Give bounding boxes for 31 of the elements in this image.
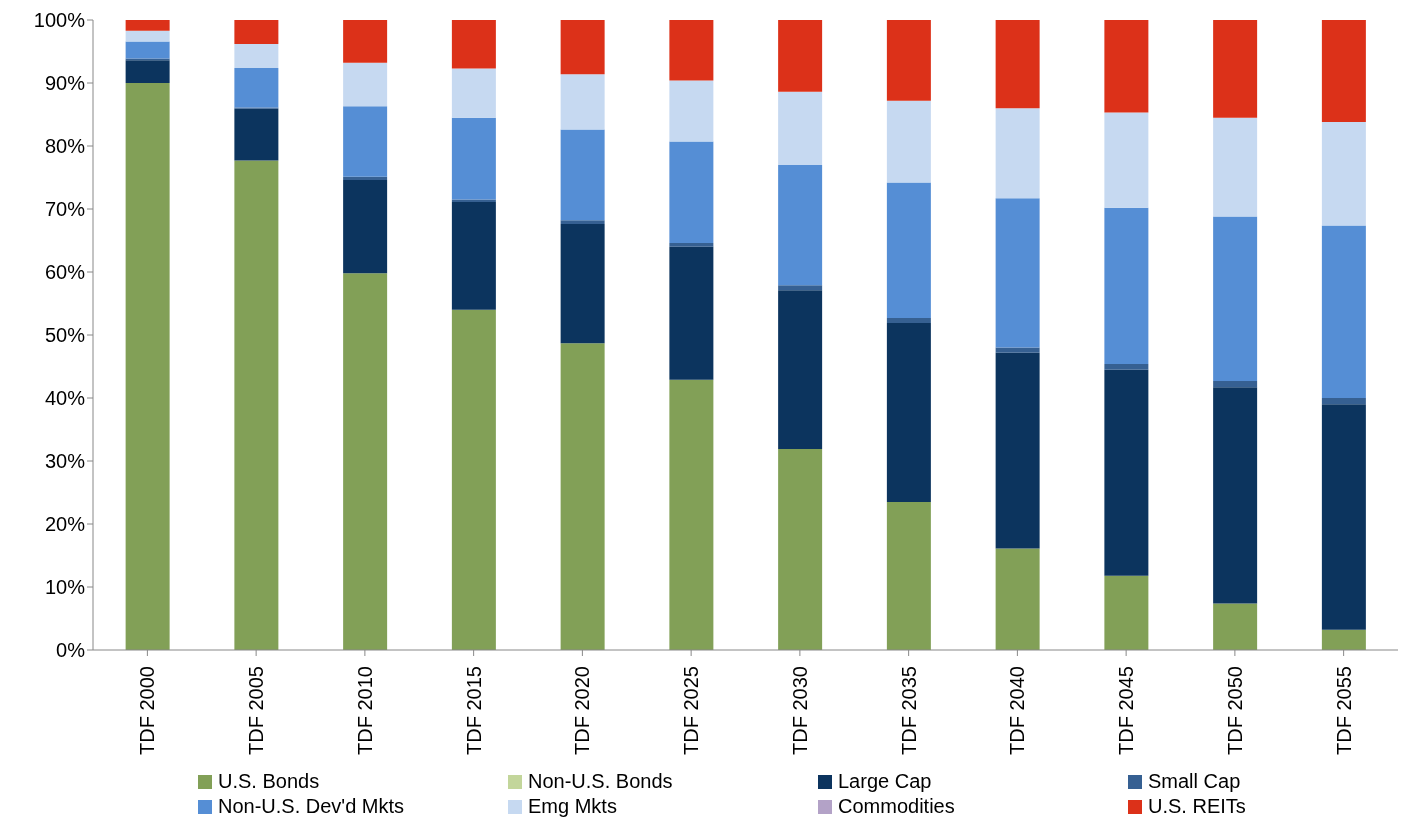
- legend-label: Small Cap: [1148, 770, 1241, 793]
- legend-label: Commodities: [838, 795, 955, 818]
- y-tick-label: 60%: [44, 261, 86, 284]
- x-tick-label: TDF 2030: [788, 666, 811, 755]
- x-tick-label: TDF 2040: [1006, 666, 1029, 755]
- x-tick-label: TDF 2025: [680, 666, 703, 755]
- x-tick-label: TDF 2035: [897, 666, 920, 755]
- y-tick-label: 50%: [44, 324, 86, 347]
- x-tick-label: TDF 2050: [1223, 666, 1246, 755]
- x-tick-label: TDF 2000: [136, 666, 159, 755]
- legend-label: Large Cap: [838, 770, 932, 793]
- legend-label: Emg Mkts: [528, 795, 617, 818]
- y-tick-label: 70%: [44, 198, 86, 221]
- y-tick-label: 0%: [56, 639, 86, 662]
- legend-label: U.S. REITs: [1148, 795, 1246, 818]
- x-tick-label: TDF 2020: [571, 666, 594, 755]
- x-tick-label: TDF 2010: [353, 666, 376, 755]
- x-tick-label: TDF 2055: [1332, 666, 1355, 755]
- y-tick-label: 80%: [44, 135, 86, 158]
- y-tick-label: 30%: [44, 450, 86, 473]
- y-tick-label: 20%: [44, 513, 86, 536]
- legend-label: U.S. Bonds: [218, 770, 320, 793]
- x-tick-label: TDF 2005: [245, 666, 268, 755]
- x-tick-label: TDF 2045: [1115, 666, 1138, 755]
- x-tick-label: TDF 2015: [462, 666, 485, 755]
- y-tick-label: 40%: [44, 387, 86, 410]
- legend-label: Non-U.S. Dev'd Mkts: [218, 795, 405, 818]
- y-tick-label: 10%: [44, 576, 86, 599]
- y-tick-label: 90%: [44, 72, 86, 95]
- legend-label: Non-U.S. Bonds: [528, 770, 673, 793]
- y-tick-label: 100%: [33, 9, 86, 32]
